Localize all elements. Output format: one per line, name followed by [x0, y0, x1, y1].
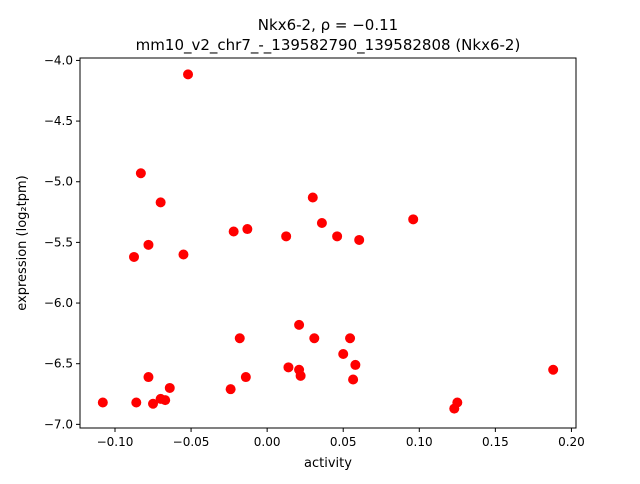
data-point: [164, 382, 175, 393]
data-point: [97, 397, 108, 408]
y-tick-label: −4.5: [44, 114, 73, 128]
data-point: [143, 239, 154, 250]
data-point: [294, 319, 305, 330]
data-point: [345, 333, 356, 344]
data-point: [307, 192, 318, 203]
y-tick-label: −5.5: [44, 235, 73, 249]
y-tick-label: −4.0: [44, 53, 73, 67]
data-point: [183, 69, 194, 80]
x-tick-label: 0.15: [482, 435, 509, 449]
data-point: [228, 226, 239, 237]
data-point: [354, 234, 365, 245]
x-tick-label: 0.00: [254, 435, 281, 449]
data-point: [143, 372, 154, 383]
data-point: [316, 217, 327, 228]
y-tick-label: −6.0: [44, 296, 73, 310]
data-point: [309, 333, 320, 344]
data-point: [148, 398, 159, 409]
data-point: [129, 251, 140, 262]
x-tick-label: 0.20: [558, 435, 585, 449]
data-point: [281, 231, 292, 242]
y-tick-label: −5.0: [44, 175, 73, 189]
chart-title-line1: Nkx6-2, ρ = −0.11: [258, 16, 398, 34]
data-point: [548, 364, 559, 375]
data-point: [160, 395, 171, 406]
data-point: [408, 214, 419, 225]
data-point: [234, 333, 245, 344]
x-tick-label: −0.10: [97, 435, 134, 449]
data-point: [338, 349, 349, 359]
data-point: [295, 370, 306, 381]
x-axis-label: activity: [304, 456, 352, 471]
x-tick-label: 0.05: [330, 435, 357, 449]
data-point: [178, 249, 189, 260]
data-point: [348, 374, 359, 385]
data-point: [225, 384, 236, 395]
data-point: [242, 224, 253, 235]
data-point: [155, 197, 166, 208]
x-tick-label: −0.05: [173, 435, 210, 449]
y-tick-label: −7.0: [44, 417, 73, 431]
plot-frame: [79, 57, 577, 429]
data-point: [283, 362, 294, 373]
y-tick-label: −6.5: [44, 357, 73, 371]
y-axis-label: expression (log₂tpm): [15, 175, 30, 310]
data-point: [332, 231, 343, 242]
x-tick-label: 0.10: [406, 435, 433, 449]
data-point: [135, 168, 146, 179]
data-point: [350, 359, 361, 370]
data-point: [131, 397, 142, 408]
data-point: [449, 403, 460, 414]
data-point: [240, 372, 251, 383]
chart-title-line2: mm10_v2_chr7_-_139582790_139582808 (Nkx6…: [136, 36, 521, 55]
